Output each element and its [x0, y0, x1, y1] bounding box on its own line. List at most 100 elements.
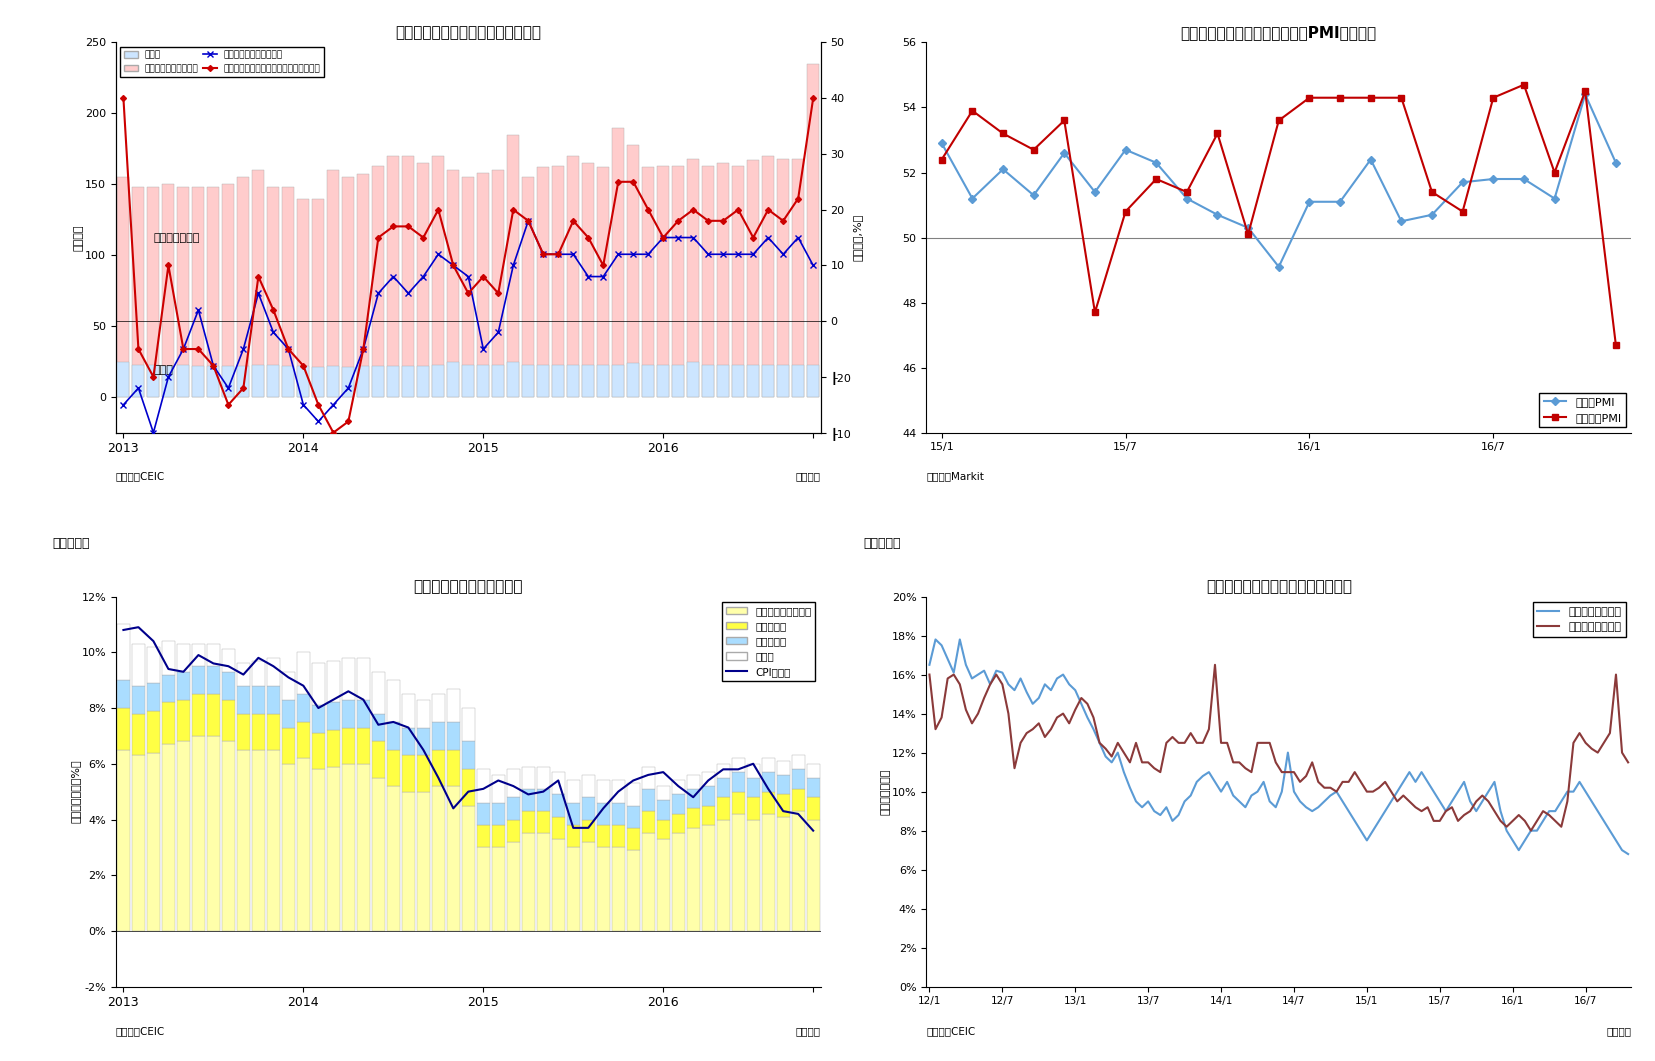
Bar: [492, 848, 505, 930]
Bar: [372, 714, 384, 742]
Bar: [387, 366, 399, 397]
Bar: [596, 825, 609, 848]
Bar: [162, 366, 174, 397]
Bar: [746, 160, 758, 397]
製造業PMI: [993, 163, 1013, 176]
CPI上昇率: [669, 780, 688, 793]
Bar: [207, 366, 218, 397]
Bar: [746, 778, 760, 797]
CPI上昇率: [578, 821, 597, 834]
Bar: [266, 714, 280, 750]
Bar: [791, 812, 804, 930]
製造業PMI: [1544, 192, 1564, 205]
CPI上昇率: [278, 671, 298, 683]
Bar: [462, 365, 473, 397]
貸出残高の伸び率: [1490, 805, 1509, 818]
CPI上昇率: [248, 651, 268, 664]
CPI上昇率: [728, 763, 748, 776]
Legend: 四輪車, 二輪車（三輪車含む）, 四輪車の伸び率（右軸）, 二輪車（三輪車含む）の伸び率（右軸）: 四輪車, 二輪車（三輪車含む）, 四輪車の伸び率（右軸）, 二輪車（三輪車含む）…: [121, 47, 324, 76]
Bar: [147, 711, 159, 752]
CPI上昇率: [159, 663, 179, 676]
預金残高の伸び率: [1519, 824, 1539, 837]
非製造業PMI: [1177, 186, 1197, 198]
非製造業PMI: [962, 104, 981, 117]
Bar: [672, 781, 684, 795]
Bar: [237, 714, 250, 750]
Bar: [222, 672, 235, 699]
Bar: [761, 365, 775, 397]
Bar: [417, 366, 429, 397]
Bar: [596, 781, 609, 803]
Line: 製造業PMI: 製造業PMI: [938, 91, 1617, 269]
Bar: [702, 805, 715, 825]
Bar: [147, 752, 159, 930]
Bar: [402, 156, 414, 397]
製造業PMI: [1115, 143, 1135, 156]
CPI上昇率: [263, 660, 283, 673]
Bar: [326, 702, 339, 730]
CPI上昇率: [533, 785, 553, 798]
Bar: [776, 775, 789, 795]
Bar: [357, 174, 369, 397]
CPI上昇率: [622, 775, 642, 787]
Text: （月次）: （月次）: [794, 1026, 821, 1036]
CPI上昇率: [338, 685, 357, 698]
Bar: [132, 187, 144, 397]
Bar: [761, 792, 775, 814]
CPI上昇率: [503, 780, 523, 793]
預金残高の伸び率: [1205, 659, 1225, 672]
Title: インド　購買担当者景気指数（PMI）の推移: インド 購買担当者景気指数（PMI）の推移: [1180, 24, 1375, 40]
Bar: [387, 721, 399, 750]
Bar: [162, 185, 174, 397]
Bar: [313, 367, 324, 397]
Bar: [672, 795, 684, 814]
Bar: [506, 797, 520, 819]
Bar: [806, 778, 819, 797]
非製造業PMI: [1360, 91, 1380, 104]
Bar: [581, 775, 594, 797]
Text: 四輪車: 四輪車: [154, 365, 174, 375]
Bar: [147, 683, 159, 711]
Bar: [717, 365, 728, 397]
Bar: [657, 819, 669, 839]
Bar: [432, 156, 444, 397]
Bar: [672, 166, 684, 397]
Bar: [806, 819, 819, 930]
Bar: [177, 365, 189, 397]
Bar: [583, 163, 594, 397]
Bar: [207, 644, 220, 666]
CPI上昇率: [189, 648, 209, 661]
Bar: [702, 786, 715, 805]
Bar: [447, 750, 460, 786]
Bar: [611, 803, 624, 825]
Bar: [717, 163, 728, 397]
製造業PMI: [1483, 173, 1503, 186]
CPI上昇率: [293, 679, 313, 692]
Bar: [326, 661, 339, 702]
Y-axis label: （万台）: （万台）: [73, 224, 84, 250]
非製造業PMI: [1268, 115, 1288, 127]
Bar: [447, 170, 458, 397]
Bar: [432, 786, 445, 930]
非製造業PMI: [1544, 167, 1564, 179]
Bar: [568, 156, 579, 397]
Bar: [477, 825, 490, 848]
CPI上昇率: [353, 693, 372, 706]
Bar: [311, 706, 324, 733]
非製造業PMI: [1513, 79, 1533, 91]
Bar: [177, 644, 190, 672]
Bar: [252, 685, 265, 714]
Bar: [222, 366, 235, 397]
Bar: [536, 812, 549, 834]
Bar: [447, 786, 460, 930]
Bar: [147, 365, 159, 397]
Text: （資料）CEIC: （資料）CEIC: [116, 472, 166, 482]
Bar: [806, 764, 819, 778]
Bar: [776, 159, 789, 397]
CPI上昇率: [144, 634, 164, 647]
Bar: [357, 728, 369, 764]
Bar: [296, 759, 309, 930]
非製造業PMI: [1483, 91, 1503, 104]
Bar: [597, 168, 609, 397]
製造業PMI: [1605, 156, 1625, 169]
